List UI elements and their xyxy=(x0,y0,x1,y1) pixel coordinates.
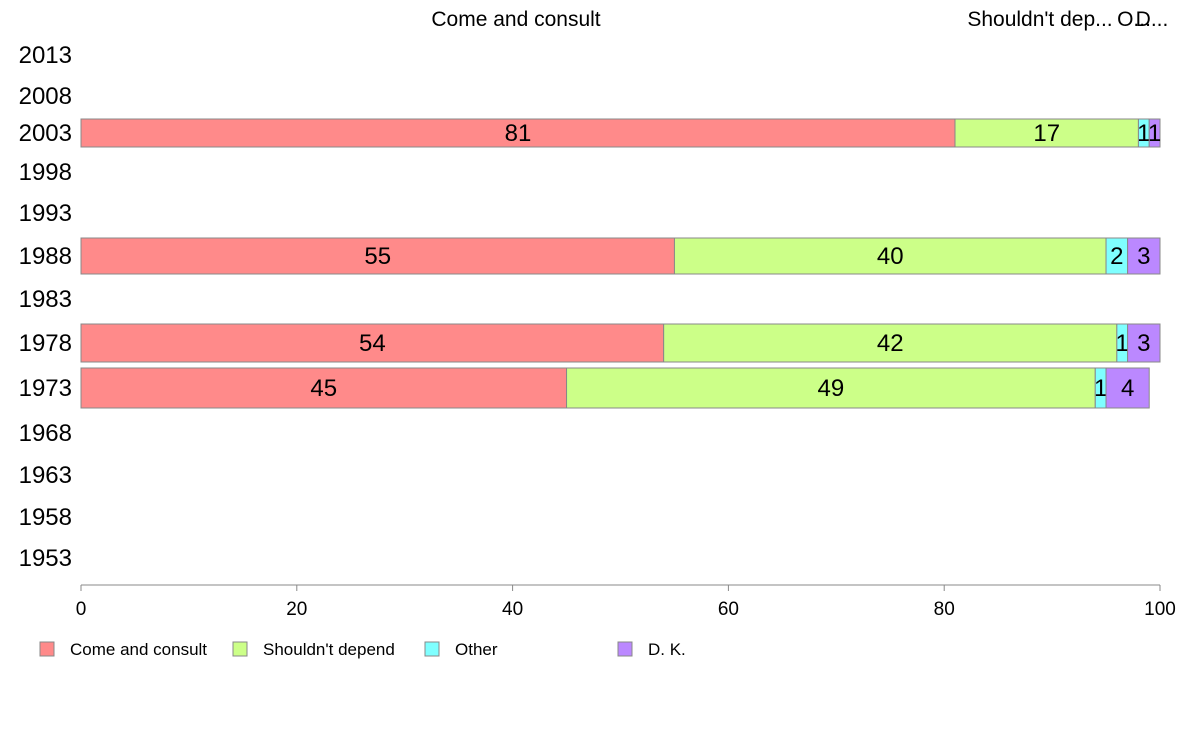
x-tick-label: 0 xyxy=(76,599,87,620)
legend-label: D. K. xyxy=(648,640,686,659)
top-series-label: Shouldn't dep... xyxy=(967,8,1112,31)
bar-segment xyxy=(1127,237,1161,275)
bar-segment xyxy=(80,237,675,275)
top-series-label: O... xyxy=(1117,8,1151,31)
bar-segment xyxy=(566,367,1096,409)
bar-value-label: 40 xyxy=(877,243,904,270)
y-tick-label: 2003 xyxy=(19,120,72,147)
bar-value-label: 4 xyxy=(1121,375,1134,402)
legend-label: Other xyxy=(455,640,498,659)
legend-label: Come and consult xyxy=(70,640,207,659)
bar-value-label: 2 xyxy=(1110,243,1123,270)
bar-value-label: 45 xyxy=(310,375,337,402)
y-tick-label: 2013 xyxy=(19,42,72,69)
bar-value-label: 81 xyxy=(505,120,532,147)
legend-swatch xyxy=(232,641,248,657)
y-tick-label: 1953 xyxy=(19,545,72,572)
x-tick-label: 40 xyxy=(502,599,523,620)
bar-value-label: 3 xyxy=(1137,330,1150,357)
y-tick-label: 1968 xyxy=(19,420,72,447)
y-tick-label: 1988 xyxy=(19,243,72,270)
y-tick-label: 1993 xyxy=(19,200,72,227)
x-tick-label: 100 xyxy=(1144,599,1176,620)
bar-value-label: 1 xyxy=(1137,120,1150,147)
bar-value-label: 1 xyxy=(1116,330,1129,357)
bar-value-label: 42 xyxy=(877,330,904,357)
legend-swatch xyxy=(424,641,440,657)
y-tick-label: 1983 xyxy=(19,286,72,313)
legend-swatch xyxy=(39,641,55,657)
legend-label: Shouldn't depend xyxy=(263,640,395,659)
bar-segment xyxy=(1148,118,1161,148)
bar-value-label: 1 xyxy=(1148,120,1161,147)
y-tick-label: 2008 xyxy=(19,83,72,110)
y-tick-label: 1973 xyxy=(19,375,72,402)
bar-value-label: 17 xyxy=(1033,120,1060,147)
bar-value-label: 1 xyxy=(1094,375,1107,402)
y-tick-label: 1998 xyxy=(19,159,72,186)
y-tick-label: 1958 xyxy=(19,504,72,531)
bar-segment xyxy=(1105,367,1150,409)
bar-value-label: 3 xyxy=(1137,243,1150,270)
x-tick-label: 80 xyxy=(934,599,955,620)
bar-segment xyxy=(1127,323,1161,363)
y-tick-label: 1978 xyxy=(19,330,72,357)
x-tick-label: 20 xyxy=(286,599,307,620)
bar-value-label: 55 xyxy=(364,243,391,270)
top-series-label: Come and consult xyxy=(431,8,600,31)
bar-segment xyxy=(80,323,665,363)
top-series-label: D... xyxy=(1136,8,1169,31)
x-tick-label: 60 xyxy=(718,599,739,620)
bar-segment xyxy=(663,323,1118,363)
y-tick-label: 1963 xyxy=(19,462,72,489)
bar-value-label: 54 xyxy=(359,330,386,357)
bar-segment xyxy=(954,118,1139,148)
legend-swatch xyxy=(617,641,633,657)
bar-value-label: 49 xyxy=(818,375,845,402)
